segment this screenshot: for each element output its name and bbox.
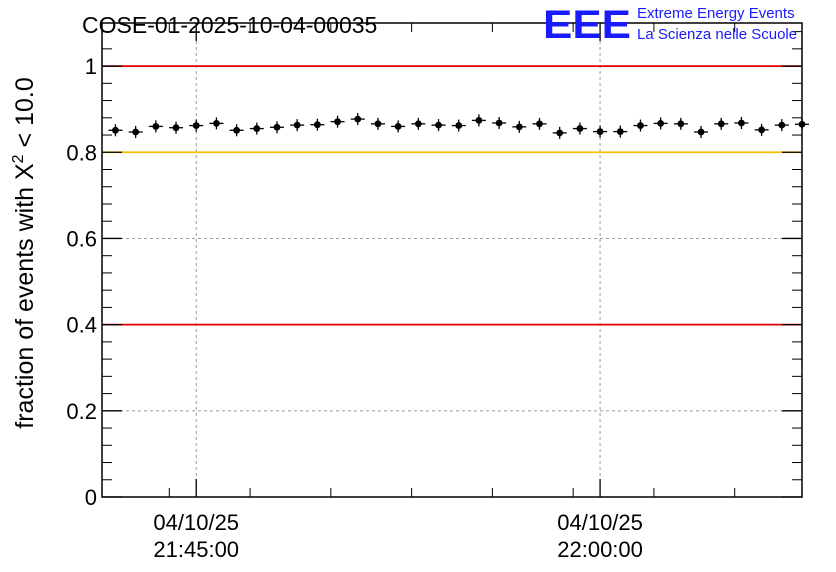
data-point [677, 120, 685, 128]
y-tick-label: 0.8 [66, 140, 97, 165]
chart-title: COSE-01-2025-10-04-00035 [82, 12, 377, 38]
logo-line1: Extreme Energy Events [637, 5, 795, 22]
data-points [108, 113, 809, 139]
grid [102, 23, 802, 497]
data-point [374, 120, 382, 128]
data-point [273, 123, 281, 131]
y-axis-label: fraction of events with X2 < 10.0 [10, 77, 39, 428]
data-point [152, 123, 160, 130]
y-tick-label: 0.4 [66, 313, 97, 338]
x-tick-time: 22:00:00 [557, 537, 643, 562]
data-point [495, 119, 503, 127]
data-point [354, 115, 362, 123]
data-point [758, 126, 766, 134]
data-point [334, 118, 341, 126]
reference-lines [102, 65, 802, 326]
data-point [293, 121, 301, 129]
logo-line2: La Scienza nelle Scuole [637, 26, 797, 43]
data-point [414, 120, 422, 128]
data-point [132, 128, 140, 136]
y-tick-label: 0 [85, 485, 97, 510]
y-tick-label: 0.2 [66, 399, 97, 424]
data-point [233, 126, 241, 134]
data-point [576, 125, 584, 132]
data-point [515, 123, 523, 131]
data-point [536, 120, 543, 128]
x-tick-date: 04/10/25 [557, 510, 643, 535]
y-ticks: 0 0.2 0.4 0.6 0.8 1 [66, 31, 802, 510]
x-tick-time: 21:45:00 [153, 537, 239, 562]
data-point [475, 116, 483, 124]
data-point [717, 120, 725, 128]
data-point [172, 124, 180, 132]
data-point [192, 122, 200, 129]
x-tick-date: 04/10/25 [153, 510, 239, 535]
data-point [616, 128, 624, 135]
data-point [435, 121, 442, 129]
x-ticks: 04/10/2521:45:0004/10/2522:00:0004/10/25… [153, 23, 736, 562]
data-point [455, 122, 463, 129]
data-point [112, 126, 119, 134]
plot-frame [101, 22, 803, 498]
eee-logo: EEE Extreme Energy Events La Scienza nel… [543, 3, 797, 47]
data-point [213, 120, 220, 127]
data-point [253, 125, 261, 132]
data-point [313, 121, 321, 129]
data-point [394, 123, 402, 130]
data-point [697, 128, 705, 136]
data-point [778, 121, 786, 129]
y-tick-label: 0.6 [66, 226, 97, 251]
data-point [637, 122, 644, 129]
logo-mark: EEE [543, 3, 631, 47]
data-point [556, 129, 564, 137]
data-point [596, 128, 604, 135]
y-tick-label: 1 [85, 54, 97, 79]
data-point [738, 119, 745, 127]
data-point [657, 120, 665, 127]
